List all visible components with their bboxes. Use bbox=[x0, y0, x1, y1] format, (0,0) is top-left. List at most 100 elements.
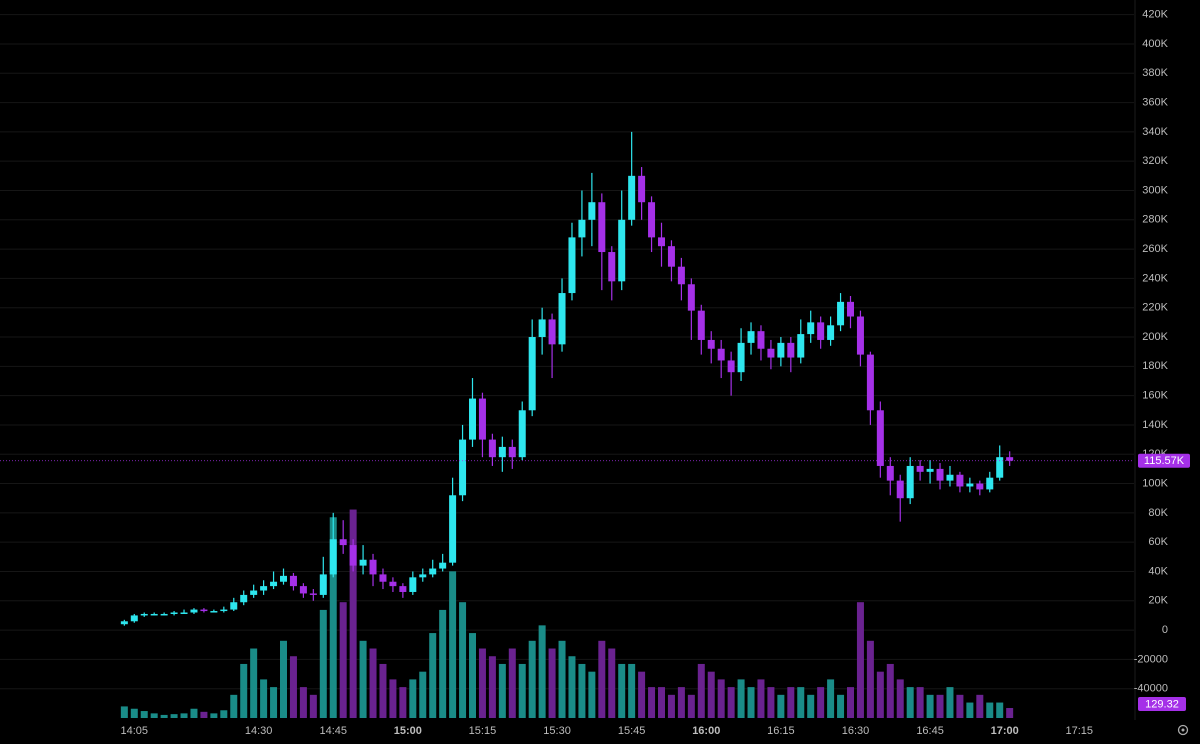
y-tick-label: 60K bbox=[1148, 536, 1168, 548]
volume-bar bbox=[866, 640, 874, 718]
volume-bar bbox=[528, 640, 536, 718]
volume-bar bbox=[140, 711, 148, 718]
candle-body bbox=[558, 293, 566, 345]
candle-body bbox=[270, 581, 278, 587]
volume-bar bbox=[797, 687, 805, 718]
candle-body bbox=[767, 348, 775, 358]
volume-bar bbox=[807, 694, 815, 718]
candle-body bbox=[966, 483, 974, 487]
candle-body bbox=[628, 175, 636, 220]
candle-body bbox=[469, 398, 476, 440]
volume-bar bbox=[339, 602, 347, 718]
candle-body bbox=[618, 219, 626, 282]
settings-icon-ring bbox=[1177, 724, 1189, 736]
volume-bar bbox=[449, 571, 457, 718]
x-tick-label: 17:00 bbox=[991, 725, 1019, 737]
candle-body bbox=[578, 219, 586, 238]
candle-body bbox=[180, 612, 188, 614]
x-tick-label: 16:30 bbox=[842, 725, 870, 737]
candle-body bbox=[280, 575, 287, 582]
volume-bar bbox=[130, 708, 138, 718]
volume-bar bbox=[399, 687, 407, 718]
candle-body bbox=[459, 439, 467, 496]
candle-body bbox=[986, 477, 994, 490]
settings-icon[interactable] bbox=[1177, 724, 1189, 736]
candle-body bbox=[827, 325, 835, 340]
volume-bar bbox=[648, 687, 656, 718]
y-tick-label: 320K bbox=[1142, 155, 1168, 167]
y-tick-label: 40K bbox=[1148, 565, 1168, 577]
volume-bar bbox=[538, 625, 546, 718]
x-tick-label: 15:30 bbox=[543, 725, 571, 737]
candle-body bbox=[787, 342, 795, 358]
volume-bar bbox=[558, 640, 566, 718]
volume-bar bbox=[946, 687, 954, 718]
volume-bar bbox=[578, 663, 586, 718]
candle-body bbox=[389, 581, 397, 587]
y-tick-label: 160K bbox=[1142, 390, 1168, 402]
x-tick-label: 15:45 bbox=[618, 725, 646, 737]
volume-bar bbox=[478, 648, 486, 718]
y-tick-label: 400K bbox=[1142, 38, 1168, 50]
candle-body bbox=[608, 252, 616, 282]
candle-body bbox=[906, 465, 914, 499]
volume-bar bbox=[598, 640, 606, 718]
candle-body bbox=[329, 539, 337, 575]
candle-body bbox=[687, 284, 695, 311]
volume-bar bbox=[936, 694, 944, 718]
candle-body bbox=[996, 457, 1004, 478]
candle-body bbox=[498, 446, 506, 458]
candle-body bbox=[956, 474, 964, 487]
x-tick-label: 16:00 bbox=[692, 725, 720, 737]
volume-bar bbox=[260, 679, 268, 718]
volume-bar bbox=[737, 679, 745, 718]
candle-body bbox=[478, 398, 486, 440]
volume-bar bbox=[190, 708, 198, 718]
candle-body bbox=[190, 609, 198, 613]
volume-bar bbox=[837, 694, 845, 718]
volume-bar bbox=[608, 648, 616, 718]
x-tick-label: 16:45 bbox=[916, 725, 944, 737]
candle-body bbox=[638, 175, 646, 203]
last-price-badge bbox=[1138, 453, 1190, 468]
x-tick-label: 14:30 bbox=[245, 725, 273, 737]
volume-bar bbox=[926, 694, 934, 718]
candle-body bbox=[926, 468, 934, 472]
volume-bar bbox=[916, 687, 924, 718]
volume-bar bbox=[349, 509, 357, 718]
y-tick-label: 140K bbox=[1142, 419, 1168, 431]
volume-bar bbox=[319, 609, 327, 718]
volume-bar bbox=[469, 633, 476, 718]
volume-bar bbox=[488, 656, 496, 718]
volume-bar bbox=[200, 711, 208, 718]
volume-bar bbox=[548, 648, 556, 718]
volume-bar bbox=[976, 694, 984, 718]
y-tick-label: 380K bbox=[1142, 67, 1168, 79]
candle-body bbox=[648, 202, 656, 238]
candle-body bbox=[260, 586, 268, 591]
candle-body bbox=[936, 468, 944, 481]
y-tick-label: 180K bbox=[1142, 360, 1168, 372]
candle-body bbox=[667, 246, 675, 267]
volume-bar bbox=[250, 648, 258, 718]
volume-bar bbox=[658, 687, 665, 718]
candle-body bbox=[250, 590, 258, 595]
candle-body bbox=[658, 237, 665, 247]
settings-icon-center bbox=[1181, 728, 1185, 732]
volume-bar bbox=[966, 702, 974, 718]
volume-bar bbox=[379, 663, 387, 718]
x-tick-label: 15:15 bbox=[469, 725, 497, 737]
candle-body bbox=[429, 568, 437, 575]
y-tick-label: 100K bbox=[1142, 477, 1168, 489]
volume-bar bbox=[508, 648, 516, 718]
volume-bar bbox=[369, 648, 377, 718]
volume-bar bbox=[986, 702, 994, 718]
volume-bar bbox=[667, 694, 675, 718]
volume-bar bbox=[1006, 708, 1014, 718]
y-tick-label: 420K bbox=[1142, 9, 1168, 21]
candle-body bbox=[369, 559, 377, 575]
candle-body bbox=[717, 348, 725, 361]
volume-bar bbox=[459, 602, 467, 718]
volume-bar bbox=[618, 663, 626, 718]
